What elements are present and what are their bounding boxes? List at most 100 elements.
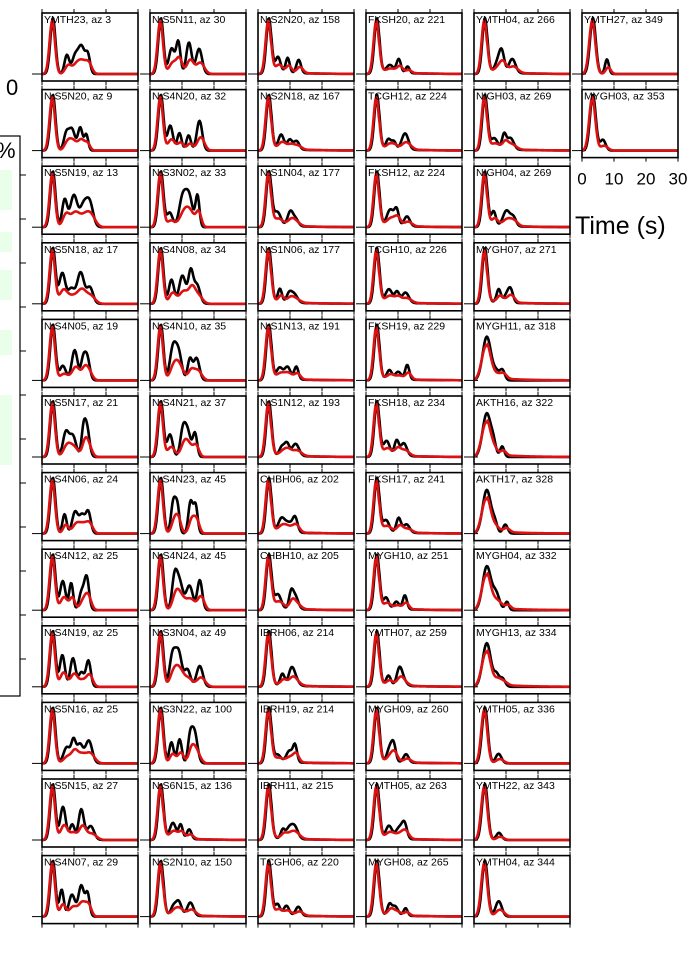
panel-label: N.S5N17, az 21 [44, 397, 118, 409]
stf-panel: N.S3N22, az 100 [140, 698, 247, 775]
panel-label: MYGH10, az 251 [368, 550, 449, 562]
stf-panel: YMTH04, az 266 [464, 9, 571, 85]
synthetic-stf-line [257, 708, 355, 765]
panel-label: TCGH06, az 220 [260, 857, 339, 869]
panel-frame [257, 165, 355, 235]
synthetic-stf-line [473, 249, 571, 306]
panel-frame [257, 88, 355, 159]
panel-frame [473, 395, 571, 465]
panel-label: YMTH23, az 3 [44, 14, 111, 26]
stf-panel: TCGH10, az 226 [356, 238, 463, 315]
panel-frame [149, 88, 247, 159]
synthetic-stf-line [257, 325, 355, 382]
panel-frame [365, 624, 463, 695]
synthetic-stf-line [41, 325, 139, 382]
synthetic-stf-line [365, 785, 463, 842]
panel-label: FKSH19, az 229 [368, 320, 445, 332]
synthetic-stf-line [41, 785, 139, 842]
panel-frame [257, 548, 355, 619]
panel-frame [365, 88, 463, 159]
synthetic-stf-line [257, 172, 355, 229]
synthetic-stf-line [473, 649, 571, 688]
stf-panel: N.S3N04, az 49 [140, 621, 247, 698]
inset-percent-label: % [0, 138, 16, 163]
synthetic-stf-line [257, 402, 355, 459]
panel-label: MYGH08, az 265 [368, 857, 449, 869]
panel-frame [365, 778, 463, 848]
stf-panel: NIGH03, az 269 [464, 85, 571, 162]
x-tick-labels: 0 10 20 30 [577, 170, 687, 189]
stf-panel: N.S5N15, az 27 [32, 775, 139, 851]
stf-panel: N.S2N10, az 150 [140, 851, 247, 928]
panel-label: MYGH07, az 271 [476, 244, 557, 256]
panel-label: MYGH03, az 353 [584, 91, 665, 103]
synthetic-stf-line [149, 785, 247, 842]
panel-label: IBRH11, az 215 [260, 780, 334, 792]
panel-frame [257, 471, 355, 542]
synthetic-stf-line [473, 708, 571, 765]
panel-frame [581, 88, 679, 159]
panel-frame [473, 624, 571, 695]
panel-label: N.S5N11, az 30 [152, 14, 226, 26]
left-inset: % [0, 135, 26, 697]
synthetic-stf-line [149, 19, 247, 76]
panel-label: IBRH19, az 214 [260, 703, 334, 715]
synthetic-stf-line [365, 19, 463, 76]
panel-label: N.S4N21, az 37 [152, 397, 226, 409]
panel-label: N.S5N20, az 9 [44, 91, 112, 103]
panel-frame [149, 318, 247, 389]
panel-frame [149, 395, 247, 465]
stf-panel: N.S4N20, az 32 [140, 85, 247, 162]
panel-frame [41, 701, 139, 772]
panel-label: TCGH12, az 224 [368, 91, 447, 103]
panel-frame [365, 548, 463, 619]
panel-frame [257, 624, 355, 695]
panel-label: N.S2N10, az 150 [152, 857, 232, 869]
synthetic-stf-line [365, 479, 463, 535]
synthetic-stf-line [365, 555, 463, 612]
panel-label: FKSH12, az 224 [368, 167, 445, 179]
synthetic-stf-line [473, 19, 571, 76]
panel-frame [473, 242, 571, 312]
synthetic-stf-line [257, 785, 355, 842]
panel-frame [473, 854, 571, 925]
synthetic-stf-line [473, 495, 571, 535]
synthetic-stf-line [581, 96, 679, 152]
synthetic-stf-line [149, 708, 247, 765]
panel-frame [365, 165, 463, 235]
panel-frame [473, 88, 571, 159]
synthetic-stf-line [149, 862, 247, 918]
panel-frame [257, 12, 355, 82]
stf-panel: AKTH17, az 328 [464, 468, 571, 545]
stf-panel: N.S5N11, az 30 [140, 9, 247, 85]
panel-label: N.S4N07, az 29 [44, 857, 118, 869]
stf-panel: N.S5N19, az 13 [32, 162, 139, 239]
synthetic-stf-line [149, 96, 247, 152]
stf-panel: MYGH10, az 251 [356, 545, 463, 622]
panel-label: N.S4N19, az 25 [44, 627, 118, 639]
panel-frame [41, 165, 139, 235]
panel-frame [365, 12, 463, 82]
panel-frame [581, 12, 679, 82]
panel-label: N.S1N06, az 177 [260, 244, 340, 256]
inset-band [0, 232, 12, 252]
stf-panel: N.S1N12, az 193 [248, 392, 355, 468]
stf-panel: IBRH06, az 214 [248, 621, 355, 698]
stf-panel: NIGH04, az 269 [464, 162, 571, 239]
panel-frame [473, 165, 571, 235]
panel-frame [41, 88, 139, 159]
stf-panel: N.S4N06, az 24 [32, 468, 139, 545]
stf-panel: N.S4N12, az 25 [32, 545, 139, 622]
panel-label: MYGH04, az 332 [476, 550, 557, 562]
synthetic-stf-line [365, 708, 463, 765]
synthetic-stf-line [365, 249, 463, 306]
panel-label: N.S4N24, az 45 [152, 550, 226, 562]
panel-frame [41, 395, 139, 465]
synthetic-stf-line [365, 862, 463, 918]
panel-label: N.S4N12, az 25 [44, 550, 118, 562]
synthetic-stf-line [41, 555, 139, 612]
panel-label: MYGH09, az 260 [368, 703, 449, 715]
panel-frame [365, 318, 463, 389]
panel-label: MYGH11, az 318 [476, 320, 556, 332]
panel-frame [41, 548, 139, 619]
